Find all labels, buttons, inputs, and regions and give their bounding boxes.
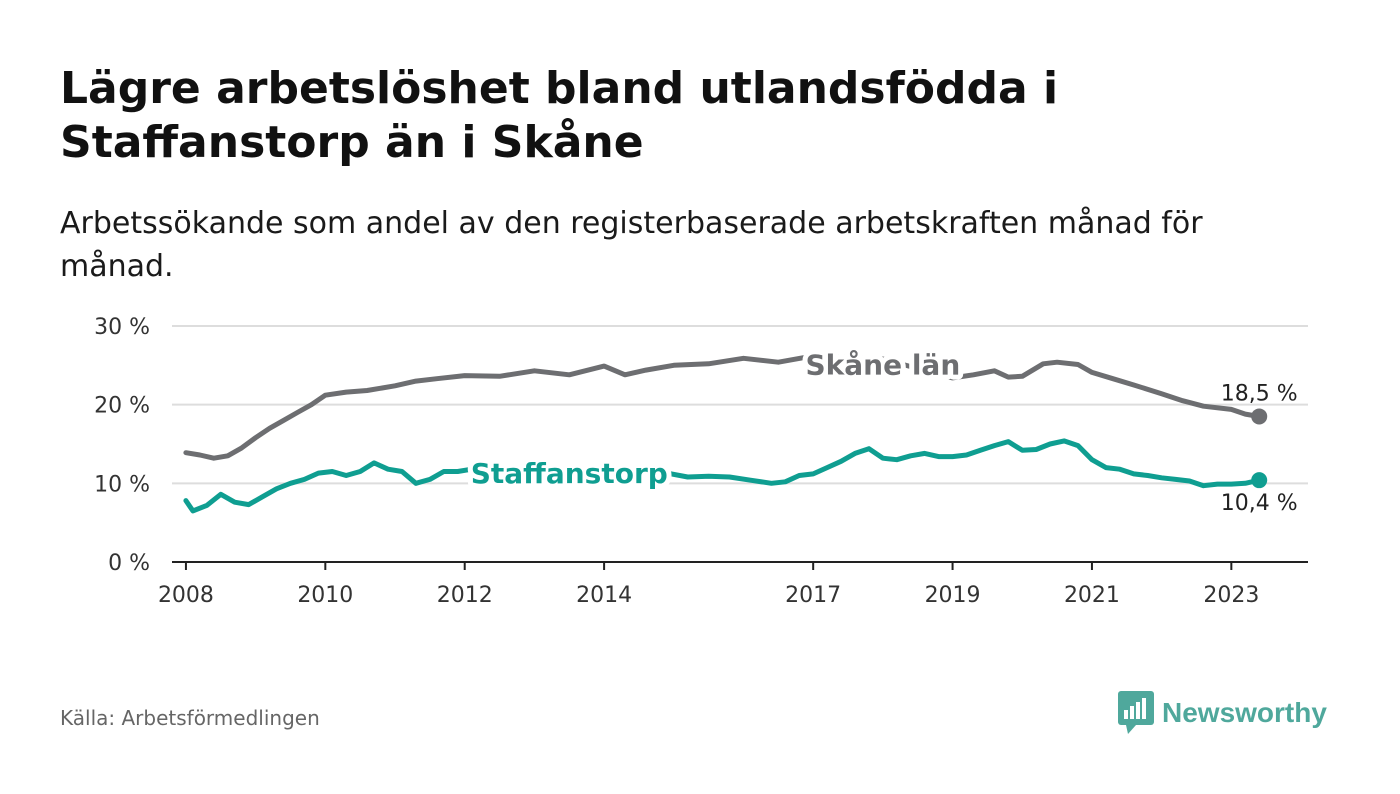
end-value-label-staffanstorp: 10,4 % — [1221, 491, 1298, 516]
x-tick-label: 2021 — [1064, 583, 1120, 608]
y-tick-label: 10 % — [94, 472, 150, 497]
y-tick-label: 30 % — [94, 315, 150, 340]
series-line-staffanstorp — [183, 438, 1262, 514]
end-value-label-skane-lan: 18,5 % — [1221, 381, 1298, 406]
x-tick-label: 2019 — [925, 583, 981, 608]
x-tick-label: 2017 — [785, 583, 841, 608]
newsworthy-logo-icon — [1118, 691, 1154, 734]
chart-title: Lägre arbetslöshet bland utlandsfödda i … — [60, 63, 1059, 168]
series-label-skane-lan: Skåne län — [805, 348, 960, 381]
x-tick-label: 2014 — [576, 583, 632, 608]
series-label-staffanstorp: Staffanstorp — [471, 457, 668, 490]
series-line-skane-lan — [183, 353, 1262, 461]
x-tick-label: 2023 — [1203, 583, 1259, 608]
newsworthy-logo-text: Newsworthy — [1162, 697, 1327, 728]
y-tick-label: 20 % — [94, 394, 150, 419]
x-tick-label: 2010 — [297, 583, 353, 608]
end-marker-skane-lan — [1251, 408, 1268, 425]
chart-subtitle: Arbetssökande som andel av den registerb… — [60, 206, 1203, 284]
x-tick-label: 2008 — [158, 583, 214, 608]
line-chart: 0 % 10 % 20 % 30 % 2008 2010 2012 2014 2017 2019 2… — [94, 315, 1308, 608]
end-marker-staffanstorp — [1251, 472, 1268, 489]
x-tick-label: 2012 — [437, 583, 493, 608]
source-note: Källa: Arbetsförmedlingen — [60, 706, 320, 730]
newsworthy-logo: Newsworthy — [1118, 690, 1327, 736]
y-tick-label: 0 % — [108, 551, 150, 576]
